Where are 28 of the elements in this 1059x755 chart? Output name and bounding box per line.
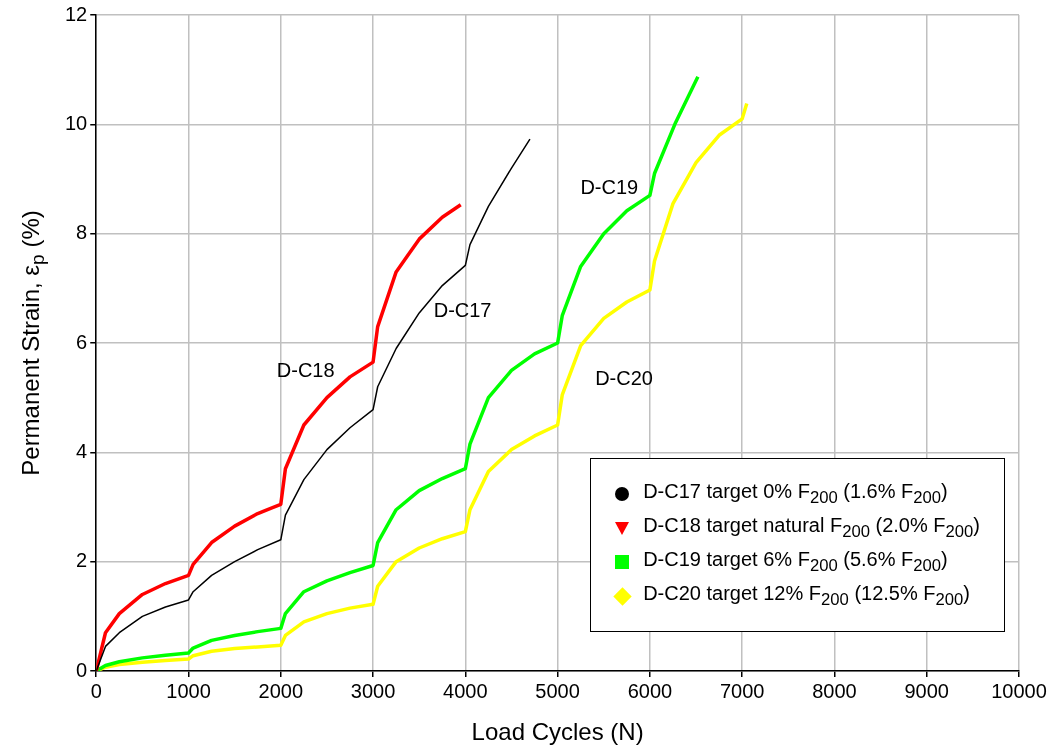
x-tick-label: 0 <box>90 679 102 702</box>
legend-label: D-C17 target 0% F$_{200}$ (1.6% F$_{200}$) <box>643 480 948 508</box>
x-tick-label: 7000 <box>719 679 765 702</box>
x-tick-label: 1000 <box>166 679 211 702</box>
x-tick-label: 10000 <box>991 679 1047 702</box>
annotation: D-C17 <box>433 299 492 322</box>
x-tick-label: 6000 <box>627 679 673 702</box>
y-tick-label: 10 <box>65 111 88 134</box>
y-tick-label: 8 <box>76 221 88 244</box>
y-axis-title: Permanent Strain, εp (%) <box>16 210 49 476</box>
legend-label: D-C20 target 12% F$_{200}$ (12.5% F$_{200}$) <box>643 582 970 610</box>
y-tick-label: 2 <box>76 549 88 572</box>
y-tick-label: 6 <box>76 330 88 353</box>
x-tick-label: 2000 <box>258 679 304 702</box>
x-tick-label: 3000 <box>350 679 396 702</box>
x-tick-label: 8000 <box>812 679 857 702</box>
x-tick-label: 4000 <box>443 679 488 702</box>
y-tick-label: 4 <box>76 439 88 462</box>
y-tick-label: 12 <box>65 2 88 25</box>
x-tick-label: 9000 <box>904 679 949 702</box>
annotation: D-C20 <box>595 367 653 390</box>
y-tick-label: 0 <box>76 658 88 681</box>
legend-label: D-C18 target natural F$_{200}$ (2.0% F$_{200}$) <box>643 514 980 542</box>
x-axis-title: Load Cycles (N) <box>471 717 644 745</box>
annotation: D-C18 <box>276 358 335 381</box>
legend-label: D-C19 target 6% F$_{200}$ (5.6% F$_{200}$) <box>643 548 948 576</box>
annotation: D-C19 <box>580 175 639 198</box>
x-tick-label: 5000 <box>535 679 580 702</box>
